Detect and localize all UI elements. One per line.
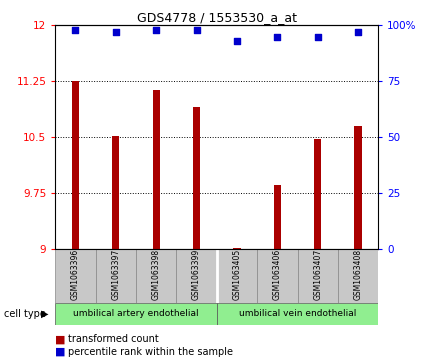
Text: cell type: cell type xyxy=(4,309,46,319)
Text: GSM1063406: GSM1063406 xyxy=(273,249,282,301)
Bar xyxy=(217,249,257,303)
Bar xyxy=(176,249,217,303)
Bar xyxy=(193,107,200,249)
Bar xyxy=(112,135,119,249)
Text: GSM1063398: GSM1063398 xyxy=(152,249,161,300)
Text: percentile rank within the sample: percentile rank within the sample xyxy=(68,347,233,357)
Bar xyxy=(354,126,362,249)
Text: GSM1063407: GSM1063407 xyxy=(313,249,322,301)
Point xyxy=(354,29,361,35)
Bar xyxy=(274,185,281,249)
Bar xyxy=(298,249,338,303)
Text: GSM1063399: GSM1063399 xyxy=(192,249,201,301)
Text: GSM1063396: GSM1063396 xyxy=(71,249,80,301)
Point xyxy=(153,27,159,33)
Bar xyxy=(257,249,298,303)
Point xyxy=(112,29,119,35)
Text: ■: ■ xyxy=(55,347,66,357)
Text: ▶: ▶ xyxy=(41,309,48,319)
Bar xyxy=(338,249,378,303)
Point xyxy=(233,38,240,44)
Text: GSM1063397: GSM1063397 xyxy=(111,249,120,301)
Bar xyxy=(233,248,241,249)
Title: GDS4778 / 1553530_a_at: GDS4778 / 1553530_a_at xyxy=(137,11,297,24)
Bar xyxy=(96,249,136,303)
Point xyxy=(193,27,200,33)
Point xyxy=(274,34,280,40)
Bar xyxy=(217,303,378,325)
Bar xyxy=(136,249,176,303)
Bar xyxy=(55,249,96,303)
Bar xyxy=(153,90,160,249)
Bar xyxy=(314,139,321,249)
Point xyxy=(314,34,321,40)
Bar xyxy=(55,303,217,325)
Point xyxy=(72,27,79,33)
Text: GSM1063408: GSM1063408 xyxy=(354,249,363,300)
Bar xyxy=(72,81,79,249)
Text: GSM1063405: GSM1063405 xyxy=(232,249,241,301)
Text: transformed count: transformed count xyxy=(68,334,159,344)
Text: umbilical artery endothelial: umbilical artery endothelial xyxy=(73,310,199,318)
Text: umbilical vein endothelial: umbilical vein endothelial xyxy=(239,310,356,318)
Text: ■: ■ xyxy=(55,334,66,344)
